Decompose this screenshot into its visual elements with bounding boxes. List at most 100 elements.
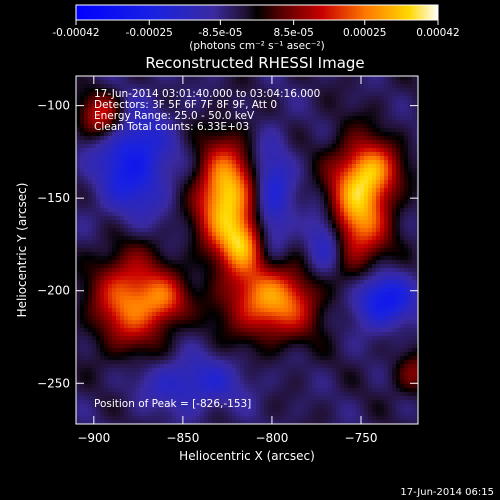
heatmap-cell: [144, 260, 148, 264]
heatmap-cell: [184, 76, 188, 80]
heatmap-cell: [172, 112, 176, 116]
heatmap-cell: [216, 144, 220, 148]
heatmap-cell: [176, 92, 180, 96]
heatmap-cell: [232, 224, 236, 228]
heatmap-cell: [124, 340, 128, 344]
heatmap-cell: [304, 108, 308, 112]
heatmap-cell: [236, 192, 240, 196]
heatmap-cell: [240, 264, 244, 268]
heatmap-cell: [232, 240, 236, 244]
heatmap-cell: [124, 124, 128, 128]
heatmap-cell: [128, 108, 132, 112]
heatmap-cell: [240, 408, 244, 412]
heatmap-cell: [188, 384, 192, 388]
heatmap-cell: [300, 400, 304, 404]
heatmap-cell: [100, 144, 104, 148]
heatmap-cell: [196, 380, 200, 384]
heatmap-cell: [160, 228, 164, 232]
heatmap-cell: [252, 304, 256, 308]
heatmap-cell: [100, 292, 104, 296]
heatmap-cell: [120, 224, 124, 228]
heatmap-cell: [276, 172, 280, 176]
heatmap-cell: [124, 372, 128, 376]
heatmap-cell: [220, 280, 224, 284]
heatmap-cell: [172, 160, 176, 164]
heatmap-cell: [284, 320, 288, 324]
heatmap-cell: [248, 96, 252, 100]
heatmap-cell: [164, 412, 168, 416]
heatmap-cell: [304, 132, 308, 136]
heatmap-cell: [196, 288, 200, 292]
heatmap-cell: [252, 284, 256, 288]
heatmap-cell: [76, 376, 80, 380]
heatmap-cell: [92, 332, 96, 336]
heatmap-cell: [264, 344, 268, 348]
heatmap-cell: [132, 288, 136, 292]
heatmap-cell: [276, 144, 280, 148]
heatmap-cell: [176, 272, 180, 276]
heatmap-cell: [280, 344, 284, 348]
heatmap-cell: [220, 112, 224, 116]
heatmap-cell: [280, 104, 284, 108]
heatmap-cell: [264, 156, 268, 160]
heatmap-cell: [256, 400, 260, 404]
heatmap-cell: [288, 224, 292, 228]
heatmap-cell: [204, 172, 208, 176]
heatmap-cell: [248, 268, 252, 272]
heatmap-cell: [156, 396, 160, 400]
heatmap-cell: [148, 284, 152, 288]
heatmap-cell: [200, 332, 204, 336]
heatmap-cell: [224, 260, 228, 264]
heatmap-cell: [244, 356, 248, 360]
heatmap-cell: [284, 344, 288, 348]
heatmap-cell: [140, 140, 144, 144]
heatmap-cell: [124, 316, 128, 320]
heatmap-cell: [232, 268, 236, 272]
heatmap-cell: [192, 248, 196, 252]
heatmap-cell: [232, 188, 236, 192]
heatmap-cell: [284, 392, 288, 396]
heatmap-cell: [108, 232, 112, 236]
heatmap-cell: [104, 380, 108, 384]
heatmap-cell: [104, 312, 108, 316]
heatmap-cell: [168, 84, 172, 88]
heatmap-cell: [120, 140, 124, 144]
heatmap-cell: [272, 156, 276, 160]
heatmap-cell: [272, 176, 276, 180]
heatmap-cell: [180, 300, 184, 304]
heatmap-cell: [288, 80, 292, 84]
heatmap-cell: [264, 136, 268, 140]
heatmap-cell: [276, 180, 280, 184]
heatmap-cell: [192, 240, 196, 244]
heatmap-cell: [260, 364, 264, 368]
heatmap-cell: [300, 128, 304, 132]
heatmap-cell: [120, 168, 124, 172]
heatmap-cell: [192, 176, 196, 180]
heatmap-cell: [196, 152, 200, 156]
heatmap-cell: [256, 128, 260, 132]
heatmap-cell: [228, 92, 232, 96]
heatmap-cell: [284, 264, 288, 268]
heatmap-cell: [300, 200, 304, 204]
heatmap-cell: [176, 288, 180, 292]
heatmap-cell: [176, 244, 180, 248]
heatmap-cell: [284, 352, 288, 356]
heatmap-cell: [256, 348, 260, 352]
heatmap-cell: [204, 332, 208, 336]
heatmap-cell: [104, 252, 108, 256]
heatmap-cell: [184, 272, 188, 276]
heatmap-cell: [288, 160, 292, 164]
heatmap-cell: [136, 176, 140, 180]
heatmap-cell: [88, 180, 92, 184]
heatmap-cell: [92, 336, 96, 340]
heatmap-cell: [284, 172, 288, 176]
heatmap-cell: [200, 284, 204, 288]
heatmap-cell: [180, 88, 184, 92]
heatmap-cell: [176, 180, 180, 184]
heatmap-cell: [96, 288, 100, 292]
heatmap-cell: [152, 80, 156, 84]
heatmap-cell: [116, 100, 120, 104]
heatmap-cell: [136, 368, 140, 372]
heatmap-cell: [140, 388, 144, 392]
heatmap-cell: [192, 224, 196, 228]
